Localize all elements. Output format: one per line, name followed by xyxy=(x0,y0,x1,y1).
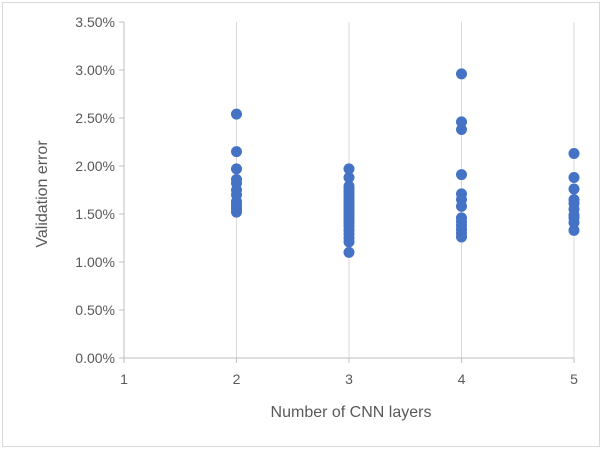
data-point xyxy=(456,169,467,181)
data-point xyxy=(231,108,242,120)
data-point xyxy=(231,206,242,218)
axes xyxy=(119,21,575,363)
y-tick-label: 0.00% xyxy=(75,350,115,366)
y-tick-label: 1.50% xyxy=(75,206,115,222)
data-points xyxy=(231,68,580,258)
data-point xyxy=(568,224,580,236)
data-point xyxy=(343,236,355,248)
tick-labels: 0.00% 0.50% 1.00% 1.50% 2.00% 2.50% 3.00% 3.50%… xyxy=(75,14,578,387)
y-tick-label: 1.00% xyxy=(75,254,115,270)
data-point xyxy=(456,231,467,243)
data-point xyxy=(231,163,242,175)
data-point xyxy=(343,172,355,184)
x-axis-title: Number of CNN layers xyxy=(271,404,432,421)
x-tick-label: 3 xyxy=(345,371,353,387)
y-tick-label: 2.50% xyxy=(75,110,115,126)
data-point xyxy=(568,172,580,184)
scatter-chart: 0.00% 0.50% 1.00% 1.50% 2.00% 2.50% 3.00% 3.50%… xyxy=(34,14,580,421)
y-axis-title: Validation error xyxy=(34,140,51,248)
data-point xyxy=(568,148,580,160)
data-point xyxy=(343,246,355,258)
gridlines xyxy=(236,22,575,358)
data-point xyxy=(231,146,242,158)
data-point xyxy=(456,68,467,80)
x-tick-label: 5 xyxy=(570,371,578,387)
data-point xyxy=(568,217,580,229)
x-tick-label: 2 xyxy=(233,371,241,387)
data-point xyxy=(456,116,467,128)
x-tick-label: 4 xyxy=(458,371,466,387)
data-point xyxy=(568,183,580,195)
y-tick-label: 0.50% xyxy=(75,302,115,318)
y-tick-label: 3.00% xyxy=(75,62,115,78)
y-tick-label: 3.50% xyxy=(75,14,115,30)
x-tick-label: 1 xyxy=(120,371,128,387)
data-point xyxy=(456,200,467,212)
y-tick-label: 2.00% xyxy=(75,158,115,174)
data-point xyxy=(456,124,467,136)
data-point xyxy=(343,163,355,175)
